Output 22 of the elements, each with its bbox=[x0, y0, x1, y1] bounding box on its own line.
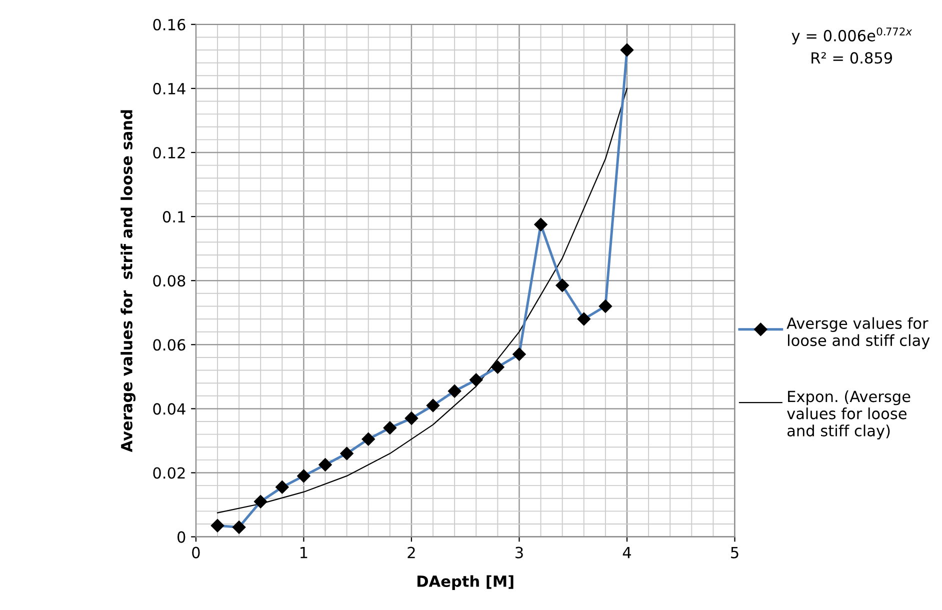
x-tick-label: 2 bbox=[408, 546, 415, 558]
y-tick-label: 0.06 bbox=[153, 339, 186, 351]
y-tick-label: 0.16 bbox=[153, 18, 186, 30]
x-tick-label: 0 bbox=[192, 546, 200, 558]
legend-label: Aversge values for loose and stiff clay bbox=[786, 317, 930, 350]
y-axis-title: Average values for strif and loose sand bbox=[120, 110, 136, 452]
x-tick-label: 1 bbox=[300, 546, 308, 558]
text: R² = 0.859 bbox=[812, 52, 892, 64]
y-tick-label: 0.02 bbox=[153, 467, 185, 479]
line-series bbox=[216, 88, 628, 514]
x-tick-label: 4 bbox=[622, 546, 631, 558]
x-tick-label: 3 bbox=[516, 546, 523, 558]
x-tick-label: 5 bbox=[731, 546, 738, 558]
legend-label: Expon. (Aversge values for loose and stiff clay) bbox=[787, 390, 910, 440]
y-tick-label: 0 bbox=[178, 531, 186, 543]
y-tick-label: 0.1 bbox=[162, 211, 185, 223]
x-axis-title: DAepth [M] bbox=[418, 575, 514, 590]
text: y = 0.006e$^{0.772x}$ bbox=[792, 27, 912, 44]
y-tick-label: 0.08 bbox=[153, 275, 186, 287]
y-tick-label: 0.12 bbox=[153, 146, 185, 159]
y-tick-label: 0.04 bbox=[153, 403, 186, 415]
y-tick-label: 0.14 bbox=[153, 82, 186, 94]
